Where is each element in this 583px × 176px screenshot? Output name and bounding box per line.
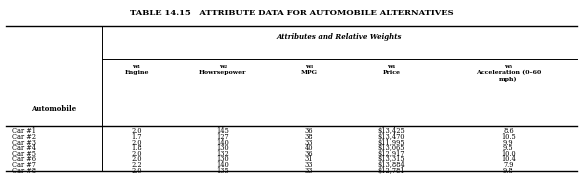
Text: Car #6: Car #6 <box>12 155 36 163</box>
Text: 130: 130 <box>216 144 229 152</box>
Text: $11,995: $11,995 <box>378 139 405 147</box>
Text: 10.5: 10.5 <box>501 133 516 141</box>
Text: 2.0: 2.0 <box>131 127 142 135</box>
Text: Car #3: Car #3 <box>12 139 36 147</box>
Text: 10.4: 10.4 <box>501 155 516 163</box>
Text: 2.0: 2.0 <box>131 139 142 147</box>
Text: 1.8: 1.8 <box>131 144 142 152</box>
Text: Car #4: Car #4 <box>12 144 36 152</box>
Text: w₁
Engine: w₁ Engine <box>124 64 149 75</box>
Text: $12,781: $12,781 <box>378 167 405 175</box>
Text: 2.0: 2.0 <box>131 167 142 175</box>
Text: 36: 36 <box>304 150 313 158</box>
Text: w₅
Acceleration (0–60
mph): w₅ Acceleration (0–60 mph) <box>476 64 541 82</box>
Text: $13,884: $13,884 <box>377 161 405 169</box>
Text: $13,065: $13,065 <box>378 144 405 152</box>
Text: 38: 38 <box>304 133 313 141</box>
Text: 127: 127 <box>216 133 229 141</box>
Text: Car #2: Car #2 <box>12 133 36 141</box>
Text: 9.9: 9.9 <box>503 139 514 147</box>
Text: 40: 40 <box>304 144 313 152</box>
Text: 33: 33 <box>304 167 313 175</box>
Text: 33: 33 <box>304 139 313 147</box>
Text: 145: 145 <box>216 127 229 135</box>
Text: Car #1: Car #1 <box>12 127 36 135</box>
Text: 2.0: 2.0 <box>131 150 142 158</box>
Text: 36: 36 <box>304 127 313 135</box>
Text: w₃
MPG: w₃ MPG <box>300 64 317 75</box>
Text: Automobile: Automobile <box>31 105 76 113</box>
Text: 132: 132 <box>216 150 229 158</box>
Text: $12,917: $12,917 <box>378 150 405 158</box>
Text: 1.7: 1.7 <box>131 133 142 141</box>
Text: $13,425: $13,425 <box>377 127 405 135</box>
Text: $13,315: $13,315 <box>378 155 405 163</box>
Text: 31: 31 <box>304 155 313 163</box>
Text: Car #5: Car #5 <box>12 150 36 158</box>
Text: 2.0: 2.0 <box>131 155 142 163</box>
Text: 9.8: 9.8 <box>503 167 514 175</box>
Text: 135: 135 <box>216 167 229 175</box>
Text: Attributes and Relative Weights: Attributes and Relative Weights <box>277 33 402 41</box>
Text: 33: 33 <box>304 161 313 169</box>
Text: 140: 140 <box>216 139 229 147</box>
Text: 7.9: 7.9 <box>503 161 514 169</box>
Text: TABLE 14.15   ATTRIBUTE DATA FOR AUTOMOBILE ALTERNATIVES: TABLE 14.15 ATTRIBUTE DATA FOR AUTOMOBIL… <box>129 9 454 17</box>
Text: 140: 140 <box>216 161 229 169</box>
Text: $13,470: $13,470 <box>378 133 405 141</box>
Text: 9.5: 9.5 <box>503 144 514 152</box>
Text: w₄
Price: w₄ Price <box>382 64 401 75</box>
Text: 2.2: 2.2 <box>131 161 142 169</box>
Text: w₂
Howrsepower: w₂ Howrsepower <box>199 64 247 75</box>
Text: 130: 130 <box>216 155 229 163</box>
Text: 8.6: 8.6 <box>503 127 514 135</box>
Text: Car #8: Car #8 <box>12 167 36 175</box>
Text: 10.0: 10.0 <box>501 150 515 158</box>
Text: Car #7: Car #7 <box>12 161 36 169</box>
